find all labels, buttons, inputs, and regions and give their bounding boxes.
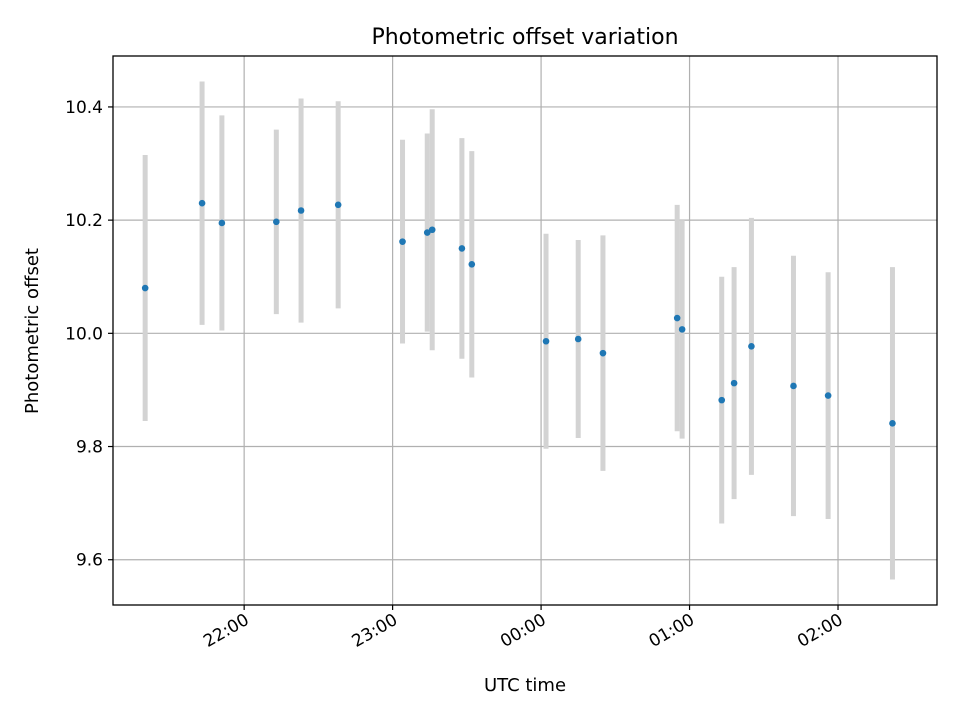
data-point [673, 314, 681, 322]
data-point [790, 382, 797, 390]
data-point [218, 219, 226, 227]
data-point [399, 238, 406, 245]
y-tick-label: 10.4 [65, 98, 103, 118]
y-tick-label: 9.8 [76, 438, 103, 458]
data-point [599, 349, 607, 357]
data-point [678, 326, 686, 333]
data-point [468, 260, 476, 268]
y-axis-label: Photometric offset [22, 248, 43, 414]
grid-layer [113, 56, 937, 605]
data-point [297, 207, 305, 214]
y-tick-label: 10.2 [65, 211, 103, 231]
data-point [198, 199, 206, 207]
x-axis-label: UTC time [484, 675, 566, 696]
data-point [428, 226, 436, 234]
data-point [273, 218, 280, 226]
data-point [748, 343, 755, 350]
data-point [141, 284, 149, 292]
chart-title: Photometric offset variation [371, 25, 678, 50]
y-tick-label: 9.6 [76, 551, 103, 571]
data-point [423, 229, 431, 236]
data-point [334, 201, 342, 209]
data-point [718, 396, 726, 404]
point-layer [141, 199, 896, 427]
data-point [574, 335, 582, 343]
data-point [542, 337, 550, 345]
data-point [824, 392, 832, 399]
data-point [458, 245, 466, 252]
data-point [889, 420, 896, 427]
y-tick-label: 10.0 [65, 324, 103, 344]
data-point [730, 379, 738, 387]
plot-frame [112, 55, 938, 606]
